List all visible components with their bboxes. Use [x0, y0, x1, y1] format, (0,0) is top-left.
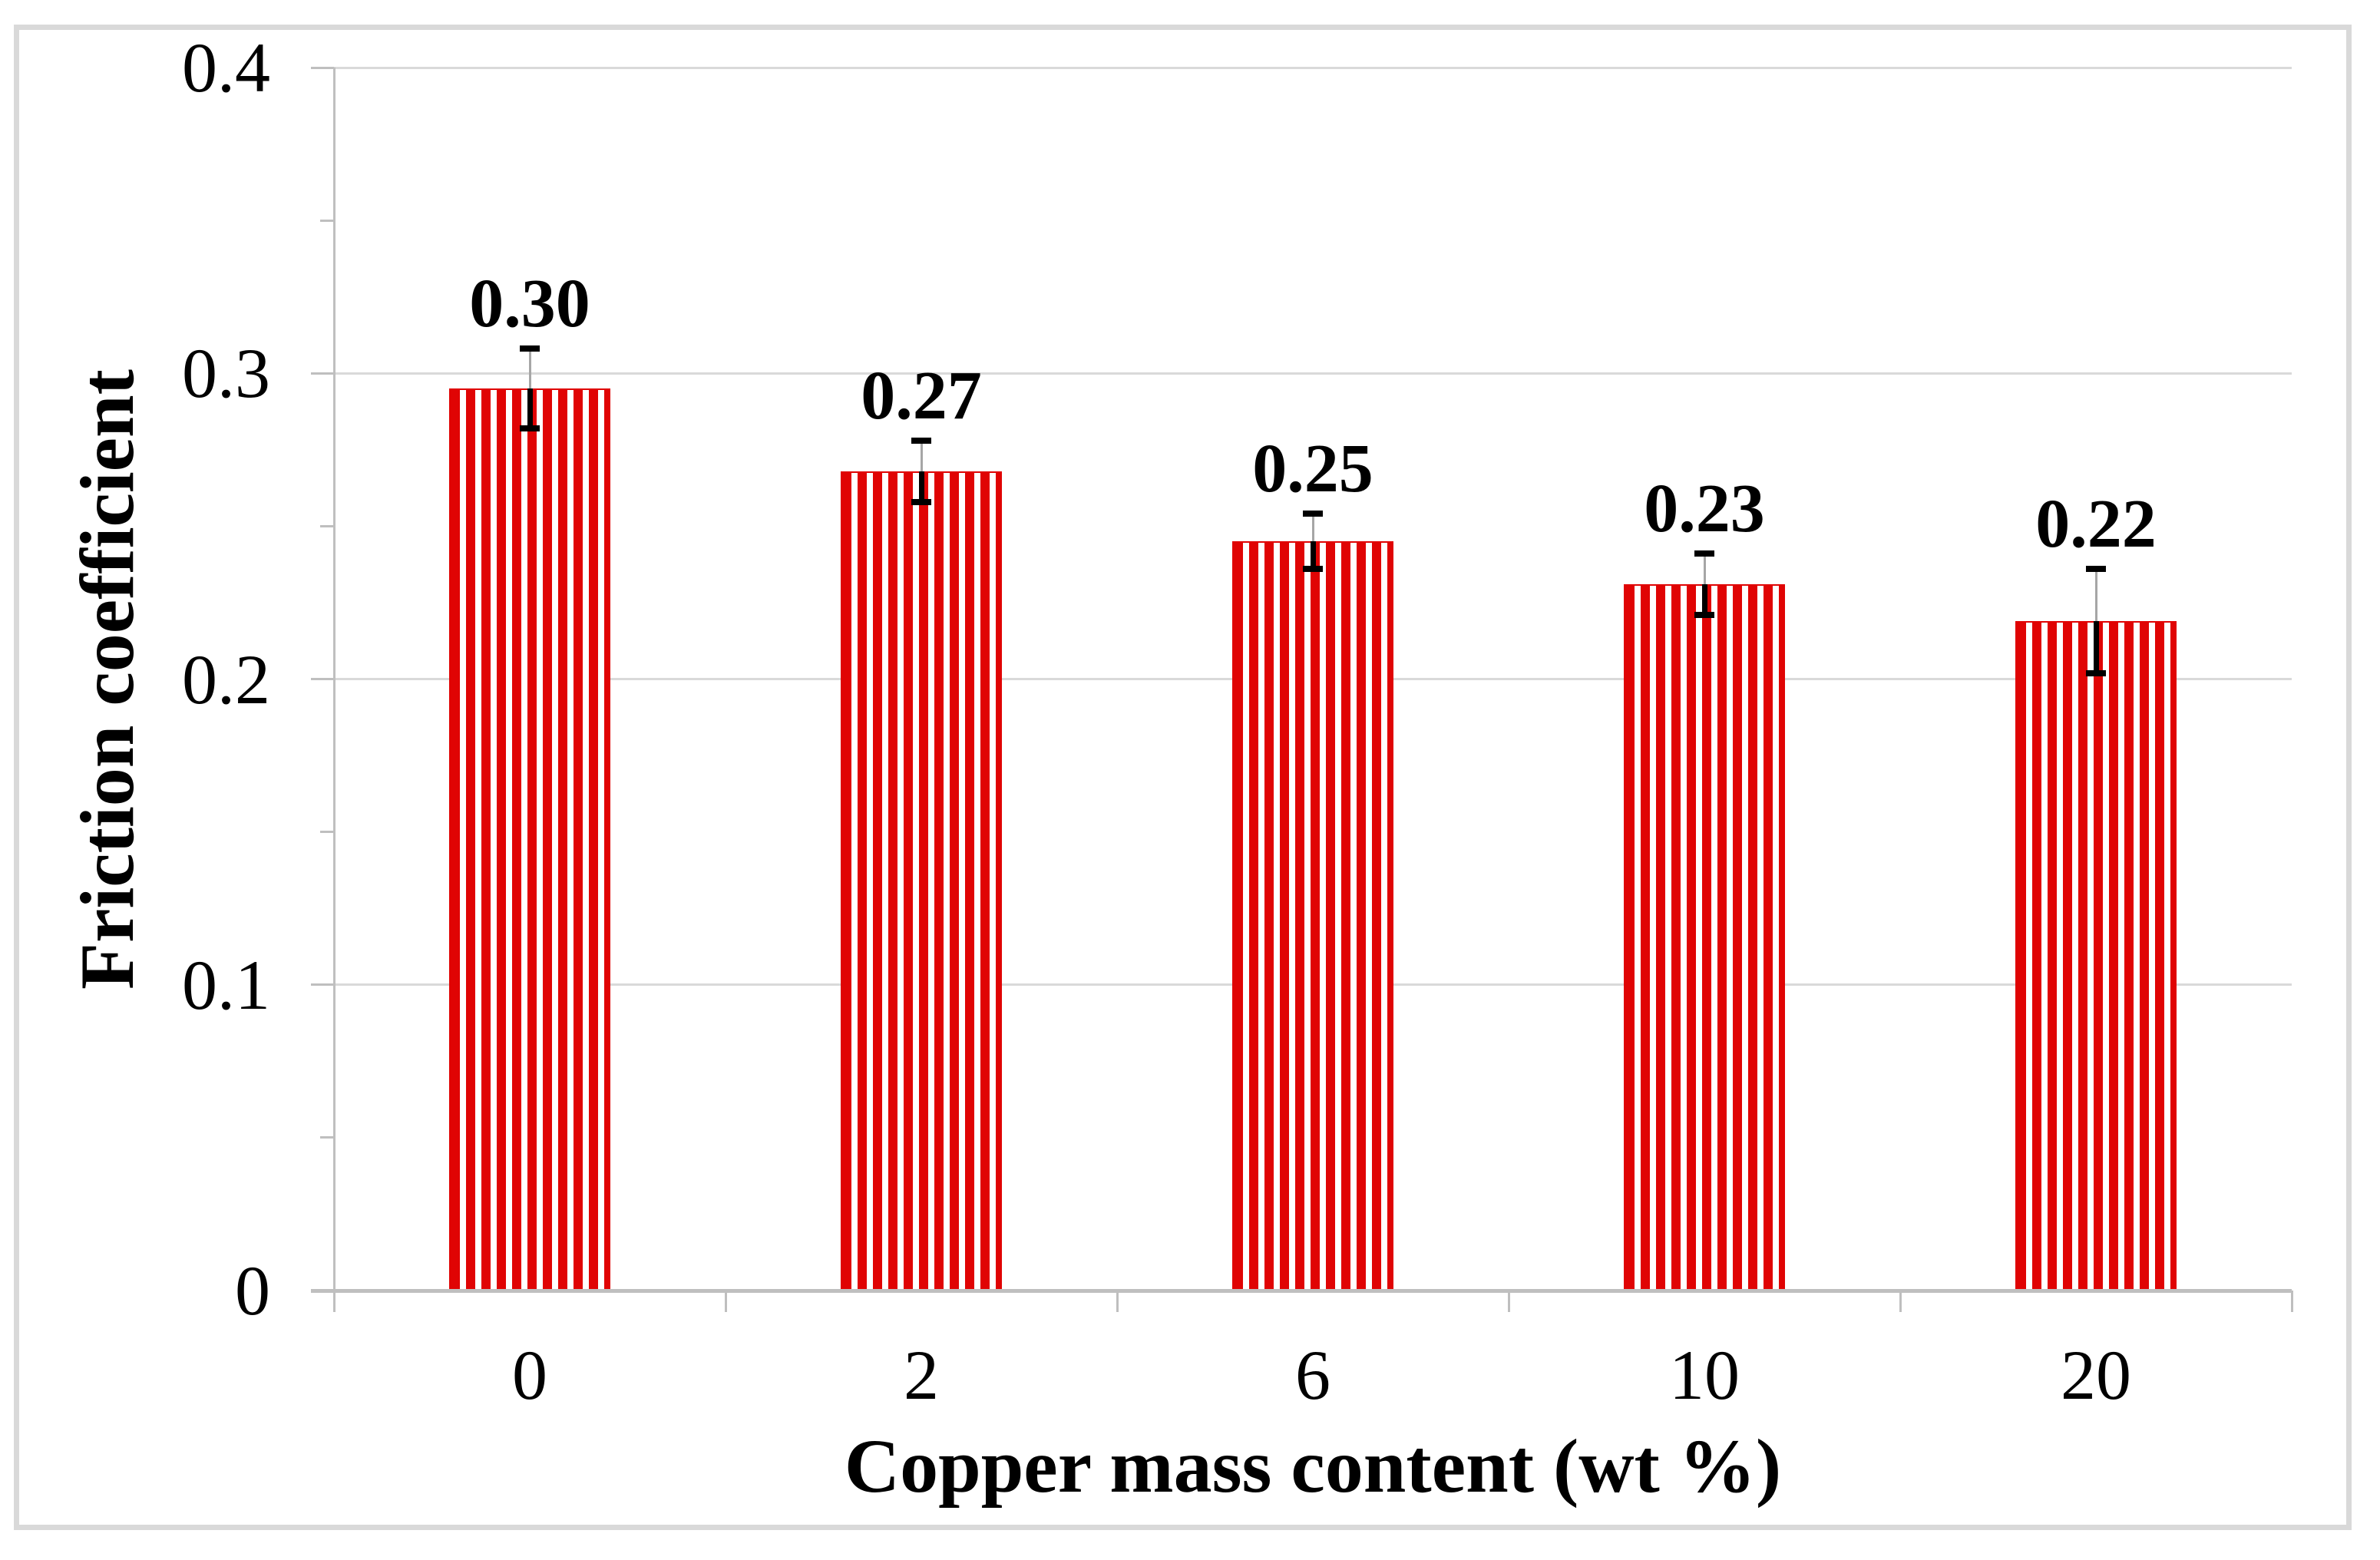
y-axis-major-tick — [311, 66, 334, 69]
bar-data-label: 0.23 — [1644, 471, 1765, 547]
error-bar-lower-whisker — [2093, 620, 2099, 673]
y-axis-major-tick — [311, 1289, 334, 1292]
x-axis-line — [311, 1288, 2292, 1293]
error-bar-upper-whisker — [920, 440, 923, 471]
x-axis-tick — [1899, 1291, 1902, 1312]
y-tick-label: 0.4 — [182, 28, 270, 107]
gridline — [334, 66, 2292, 69]
bar-data-label: 0.25 — [1252, 431, 1373, 507]
y-tick-label: 0.2 — [182, 640, 270, 719]
y-axis-minor-tick — [320, 219, 334, 222]
y-axis-minor-tick — [320, 524, 334, 527]
error-bar-bottom-cap — [1694, 611, 1714, 618]
bar-data-label: 0.30 — [469, 266, 590, 342]
error-bar-upper-whisker — [1311, 514, 1314, 542]
y-tick-label: 0.3 — [182, 334, 270, 413]
x-tick-label: 0 — [512, 1336, 547, 1414]
y-tick-label: 0.1 — [182, 945, 270, 1024]
bar-data-label: 0.27 — [861, 357, 982, 434]
y-axis-title: Friction coefficient — [64, 369, 150, 990]
y-axis-minor-tick — [320, 831, 334, 834]
bar — [1624, 584, 1785, 1291]
error-bar-lower-whisker — [1701, 584, 1707, 615]
x-axis-tick — [1507, 1291, 1510, 1312]
error-bar-bottom-cap — [2086, 669, 2106, 676]
error-bar-lower-whisker — [1310, 541, 1316, 570]
x-tick-label: 20 — [2061, 1336, 2131, 1414]
error-bar-bottom-cap — [1303, 566, 1323, 573]
x-tick-label: 2 — [904, 1336, 939, 1414]
error-bar-lower-whisker — [527, 388, 533, 428]
y-tick-label: 0 — [235, 1251, 270, 1330]
x-tick-label: 10 — [1669, 1336, 1740, 1414]
error-bar-top-cap — [911, 437, 931, 444]
bar — [449, 388, 610, 1291]
error-bar-upper-whisker — [528, 349, 531, 389]
bar — [841, 471, 1002, 1291]
error-bar-top-cap — [1303, 511, 1323, 517]
y-axis-line — [332, 68, 336, 1312]
y-axis-major-tick — [311, 678, 334, 680]
error-bar-bottom-cap — [911, 498, 931, 505]
error-bar-top-cap — [520, 345, 540, 352]
bar — [2015, 620, 2177, 1291]
x-axis-tick — [2290, 1291, 2293, 1312]
x-axis-tick — [724, 1291, 727, 1312]
y-axis-minor-tick — [320, 1136, 334, 1139]
y-axis-major-tick — [311, 983, 334, 987]
error-bar-top-cap — [2086, 566, 2106, 573]
error-bar-bottom-cap — [520, 425, 540, 431]
error-bar-upper-whisker — [1703, 554, 1706, 585]
bar — [1232, 541, 1393, 1291]
error-bar-upper-whisker — [2094, 569, 2097, 621]
bar-data-label: 0.22 — [2035, 486, 2157, 563]
x-axis-tick — [1116, 1291, 1119, 1312]
error-bar-lower-whisker — [918, 471, 924, 502]
y-axis-major-tick — [311, 372, 334, 375]
x-axis-title: Copper mass content (wt %) — [844, 1423, 1782, 1509]
figure-border — [14, 25, 2352, 1530]
gridline — [334, 372, 2292, 375]
error-bar-top-cap — [1694, 550, 1714, 557]
x-tick-label: 6 — [1295, 1336, 1330, 1414]
